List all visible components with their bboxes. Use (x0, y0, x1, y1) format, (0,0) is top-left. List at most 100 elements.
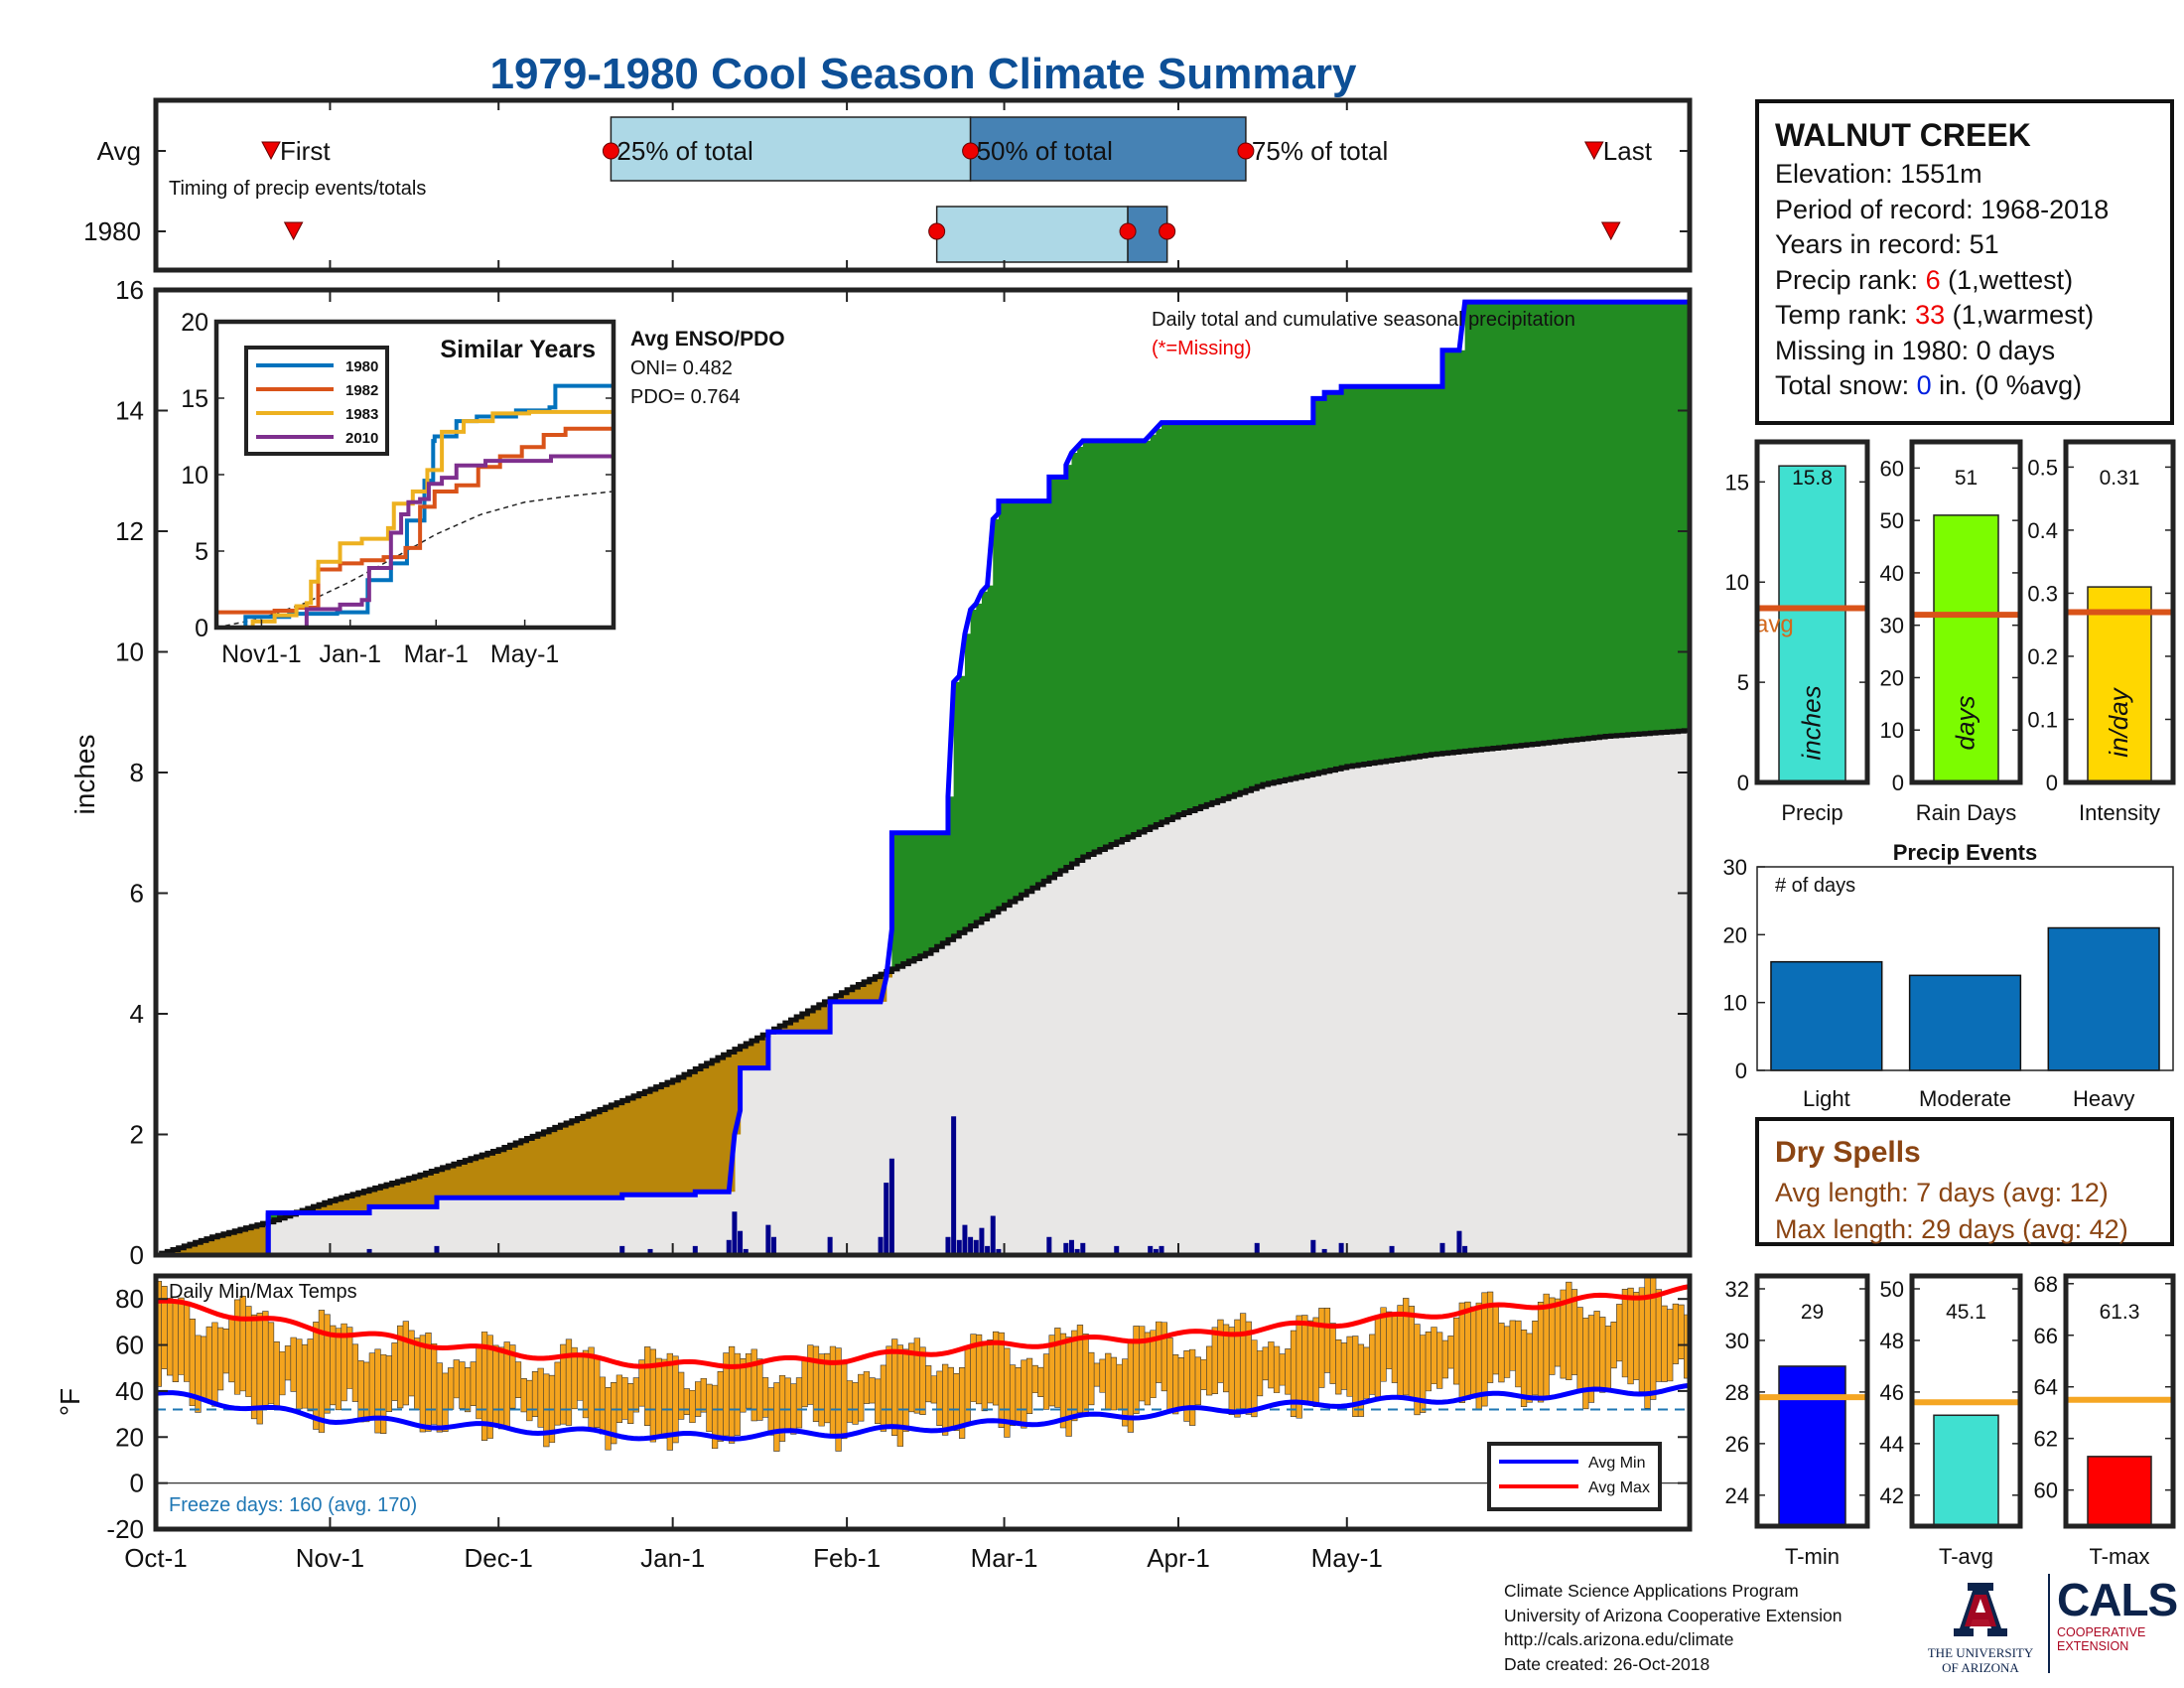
cals-logo-text: CALS (2057, 1574, 2178, 1625)
intensity-ytick-label: 0 (2046, 771, 2058, 795)
precip_total-avg-label: avg (1755, 611, 1794, 637)
precip_total-category-label: inches (1797, 685, 1827, 760)
dry-spells-title: Dry Spells (1775, 1136, 1921, 1169)
logo-divider (2048, 1574, 2050, 1673)
rain_days-xlabel: Rain Days (1916, 800, 2016, 825)
tmin-ytick-label: 24 (1725, 1483, 1749, 1508)
tavg-ytick-label: 48 (1880, 1329, 1904, 1353)
dry-spells-avg: Avg length: 7 days (avg: 12) (1775, 1178, 2109, 1207)
rain_days-ytick-label: 50 (1880, 508, 1904, 533)
precip-ytick-label: 10 (115, 637, 144, 667)
precip_total-ytick-label: 0 (1737, 771, 1749, 795)
page-title: 1979-1980 Cool Season Climate Summary (489, 50, 1357, 98)
legend-label-avg-max: Avg Max (1588, 1479, 1650, 1496)
above-average-fill (268, 302, 1691, 1222)
timing-panel-frame (153, 97, 1693, 273)
timing-avg-q25-marker (602, 142, 619, 160)
station-snow: Total snow: 0 in. (0 %avg) (1775, 370, 2083, 400)
precip_total-ytick-label: 5 (1737, 670, 1749, 695)
credits-line-3[interactable]: http://cals.arizona.edu/climate (1504, 1629, 1734, 1649)
daily-precip-bar (878, 1236, 884, 1255)
daily-precip-bar (973, 1239, 979, 1255)
timing-q75-label: 75% of total (1252, 136, 1388, 166)
tmax-ytick-label: 68 (2034, 1272, 2058, 1297)
intensity-value-label: 0.31 (2100, 467, 2140, 490)
daily-precip-bar (1153, 1248, 1159, 1255)
tavg-frame (1909, 1273, 2023, 1529)
events-ytick-label: 10 (1723, 991, 1747, 1016)
timing-avg-q75-marker (1237, 142, 1255, 160)
tmin-ytick-label: 30 (1725, 1329, 1749, 1353)
legend-label-2010: 2010 (345, 430, 378, 447)
timing-row-label-1980: 1980 (83, 216, 141, 246)
cumulative-1980-line (156, 299, 1690, 1258)
daily-precip-bar (738, 1230, 744, 1255)
precip-events-frame (1756, 866, 2174, 1071)
daily-precip-bar (951, 1116, 957, 1255)
rain_days-ytick-label: 10 (1880, 718, 1904, 743)
avg-cumulative-line (156, 728, 1693, 1258)
daily-precip-bar (979, 1227, 985, 1255)
daily-precip-bar (692, 1245, 698, 1255)
tavg-ytick-label: 50 (1880, 1277, 1904, 1302)
precip_total-ytick-label: 10 (1725, 570, 1749, 595)
temp-ytick-label: 20 (115, 1422, 144, 1452)
timing-avg-q50-marker (962, 142, 980, 160)
inset-ytick-label: 0 (195, 615, 208, 642)
intensity-ytick-label: 0.2 (2027, 644, 2058, 669)
timing-season_1980-q50-marker (1119, 222, 1137, 240)
rain_days-frame (1909, 439, 2023, 785)
precip-ylabel: inches (69, 735, 100, 815)
temp-ytick-label: 40 (115, 1376, 144, 1406)
event-category-label: Moderate (1919, 1086, 2011, 1111)
precip-ytick-label: 16 (115, 275, 144, 305)
tmax-ytick-label: 64 (2034, 1375, 2058, 1400)
cals-logo: CALS COOPERATIVE EXTENSION (2057, 1574, 2178, 1653)
tmin-ytick-label: 32 (1725, 1277, 1749, 1302)
month-xtick-label: Nov-1 (296, 1543, 364, 1573)
avg-cumulative-area (156, 730, 1690, 1255)
tmin-ytick-label: 28 (1725, 1380, 1749, 1405)
inset-xtick-label: Jan-1 (320, 640, 382, 668)
inset-xtick-label: May-1 (490, 640, 559, 668)
enso-title: Avg ENSO/PDO (630, 328, 785, 351)
daily-precip-bar (1439, 1242, 1445, 1255)
tmax-xlabel: T-max (2089, 1544, 2149, 1569)
tavg-ytick-label: 46 (1880, 1380, 1904, 1405)
event-bar-light (1770, 960, 1883, 1071)
timing-season_1980-q25-marker (928, 222, 946, 240)
precip-ytick-label: 14 (115, 396, 144, 426)
temp-ylabel: °F (55, 1388, 85, 1416)
daily-precip-bar (1068, 1239, 1074, 1255)
avg-min-line (155, 1382, 1691, 1442)
station-precip-rank: Precip rank: 6 (1,wettest) (1775, 264, 2074, 295)
daily-precip-bar (1080, 1242, 1086, 1255)
timing-avg-last-marker (1583, 141, 1604, 161)
daily-precip-bar (366, 1248, 372, 1255)
daily-precip-bar (726, 1239, 732, 1255)
daily-precip-bar (619, 1245, 625, 1255)
precip_total-xlabel: Precip (1781, 800, 1843, 825)
rain_days-ytick-label: 60 (1880, 456, 1904, 481)
oni-value: ONI= 0.482 (630, 357, 733, 379)
month-xtick-label: Apr-1 (1147, 1543, 1210, 1573)
daily-precip-bar (956, 1239, 962, 1255)
daily-precip-bar (1046, 1236, 1052, 1255)
events-ytick-label: 0 (1735, 1058, 1747, 1083)
timing-1980-box-25-50 (935, 206, 1129, 263)
events-ytick-label: 30 (1723, 855, 1747, 880)
rain_days-value-label: 51 (1955, 467, 1978, 490)
timing-last-label: Last (1603, 136, 1653, 166)
temp-ytick-label: 60 (115, 1331, 144, 1360)
month-xtick-label: Oct-1 (124, 1543, 188, 1573)
temp-legend (1487, 1442, 1662, 1511)
daily-precip-bar (743, 1248, 749, 1255)
similar-years-avg-line (215, 491, 614, 629)
daily-temp-bars (155, 1274, 1691, 1452)
similar-years-frame (213, 319, 616, 631)
precip-panel-frame (153, 287, 1693, 1258)
tmax-frame (2063, 1273, 2176, 1529)
precip_total-frame (1754, 439, 1870, 785)
month-xtick-label: May-1 (1311, 1543, 1383, 1573)
